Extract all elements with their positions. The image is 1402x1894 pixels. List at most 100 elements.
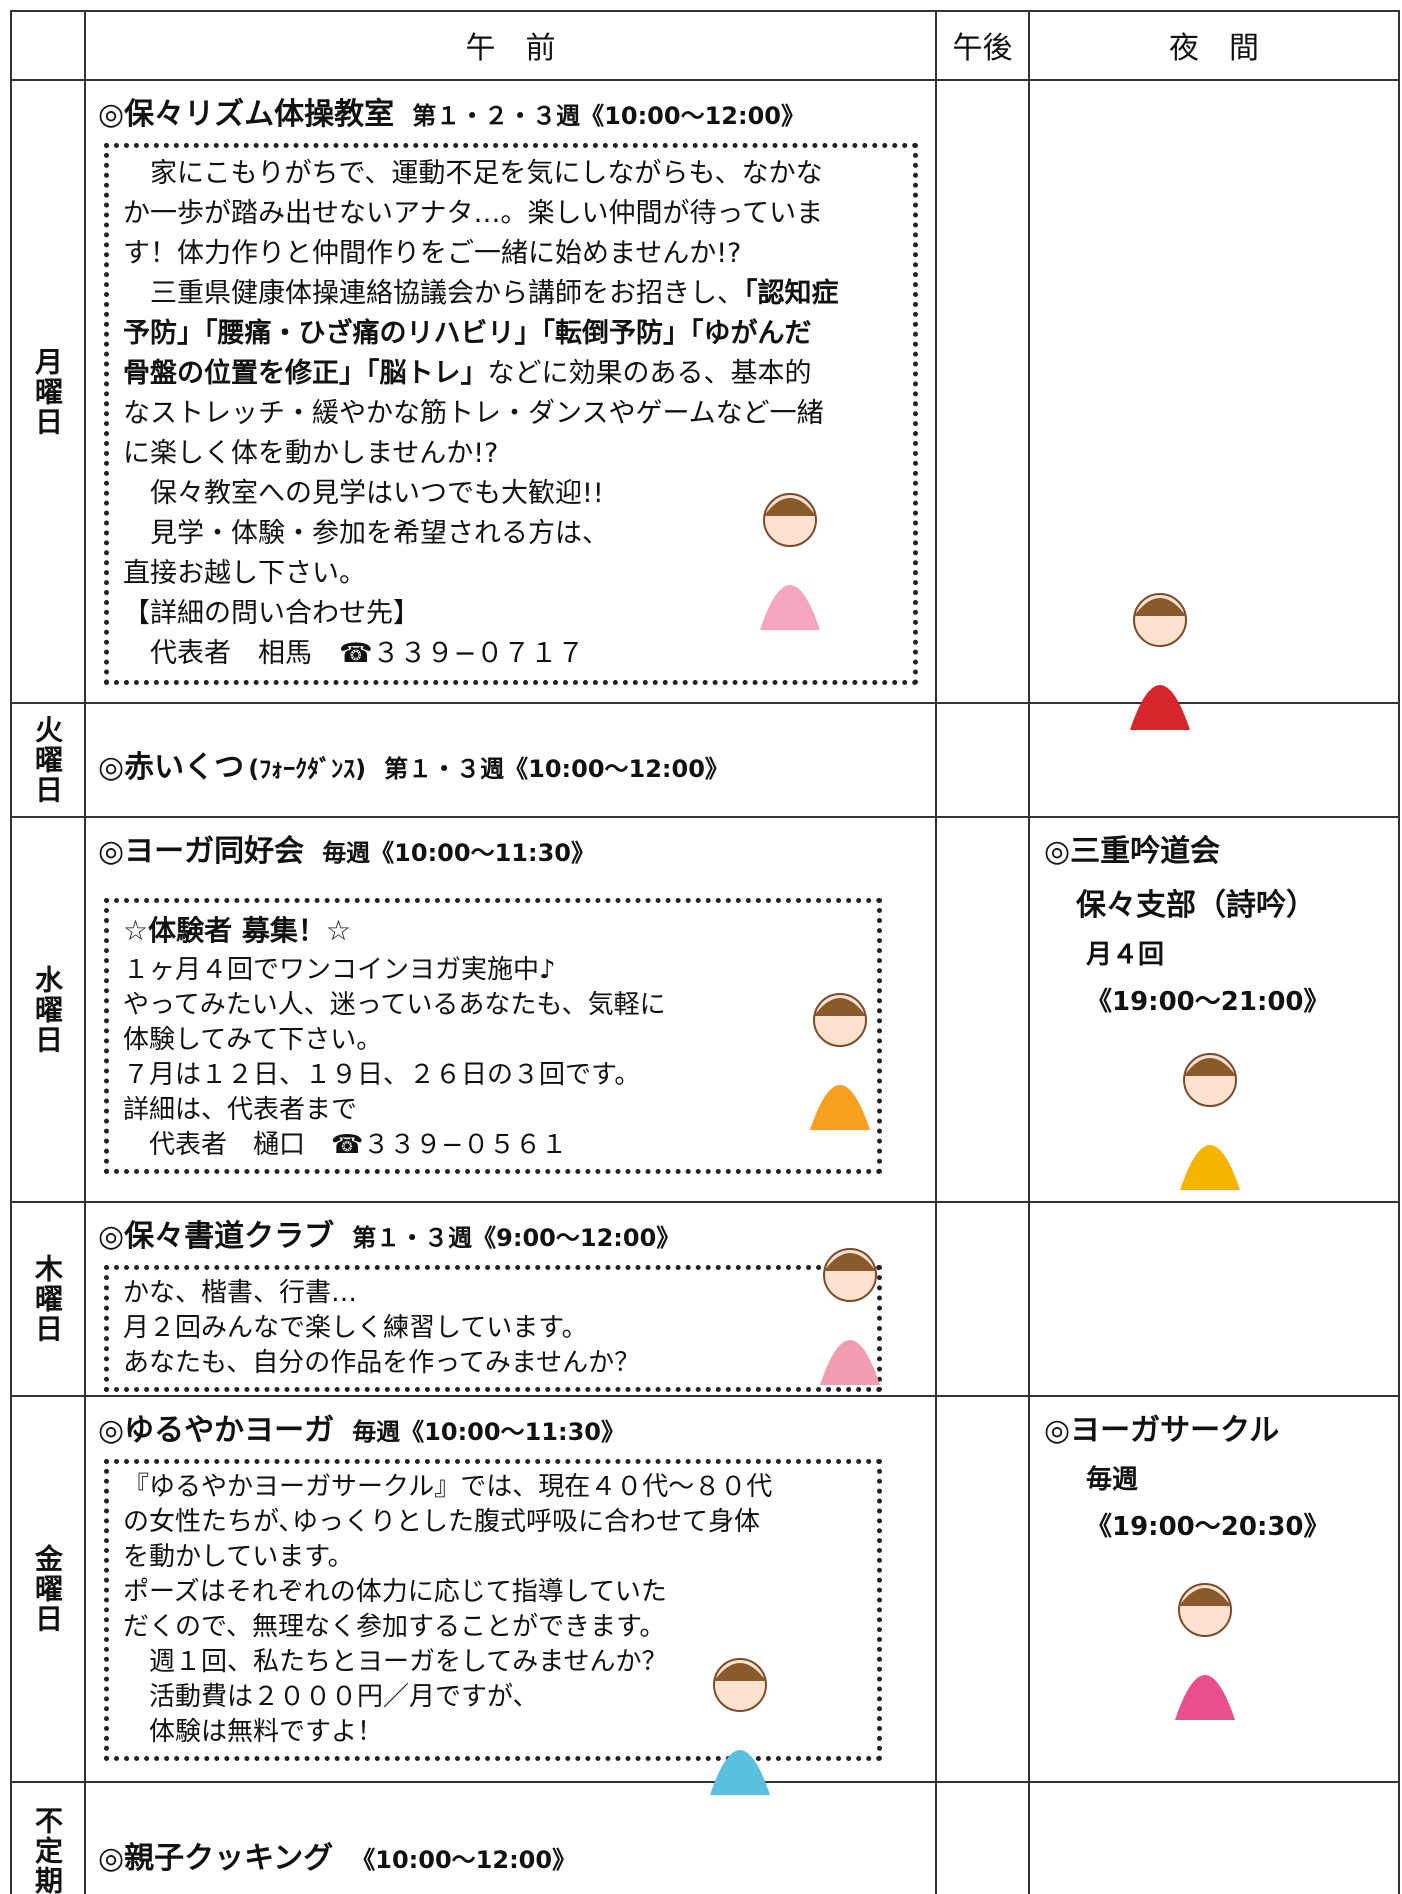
- info-box: 『ゆるやかヨーガサークル』では、現在４０代〜８０代 の女性たちが､ゆっくりとした腹…: [104, 1459, 882, 1761]
- text-run: 直接お越し下さい。: [123, 558, 366, 589]
- pm-cell: [937, 818, 1030, 1203]
- text-run: 三重県健康体操連絡協議会から講師をお招きし、: [123, 278, 744, 309]
- illustration: [820, 1248, 880, 1385]
- am-cell: ◎ゆるやかヨーガ 毎週《10:00〜11:30》 『ゆるやかヨーガサークル』では、現…: [86, 1397, 937, 1783]
- text-run: だくので、無理なく参加することができます。: [123, 1612, 666, 1642]
- night-line: 毎週: [1086, 1465, 1139, 1495]
- am-cell: ◎親子クッキング 《10:00〜12:00》: [86, 1783, 937, 1894]
- text-run: 代表者 樋口 ☎３３９−０５６１: [123, 1130, 568, 1160]
- text-run: か一歩が踏み出せないアナタ…。楽しい仲間が待っていま: [123, 198, 824, 229]
- text-line: 予防」「腰痛・ひざ痛のリハビリ」「転倒予防」「ゆがんだ: [123, 314, 899, 354]
- pm-cell: [937, 1397, 1030, 1783]
- pm-cell: [937, 704, 1030, 818]
- activity-schedule: 第１・２・３週《10:00〜12:00》: [412, 102, 805, 130]
- night-cell: ◎三重吟道会 保々支部（詩吟） 月４回 《19:00〜21:00》: [1030, 818, 1400, 1203]
- text-line: を動かしています。: [123, 1540, 863, 1575]
- activity-schedule: 毎週《10:00〜11:30》: [322, 839, 595, 867]
- info-box: かな、楷書、行書… 月２回みんなで楽しく練習しています。 あなたも、自分の作品を作っ…: [104, 1265, 882, 1392]
- text-run: などに効果のある、基本的: [487, 358, 812, 389]
- day-label: 木曜日: [31, 1254, 64, 1344]
- text-run: 月２回みんなで楽しく練習しています。: [123, 1313, 588, 1343]
- text-line: だくので、無理なく参加することができます。: [123, 1610, 863, 1645]
- night-cell: [1030, 81, 1400, 704]
- box-heading: ☆体験者 募集！☆: [123, 914, 351, 947]
- text-line: 体験は無料ですよ！: [123, 1715, 863, 1750]
- am-cell: ◎保々リズム体操教室 第１・２・３週《10:00〜12:00》 家にこもりがちで、…: [86, 81, 937, 704]
- day-label: 火曜日: [31, 715, 64, 805]
- text-line: 活動費は２０００円／月ですが、: [123, 1680, 863, 1715]
- text-run: １ヶ月４回でワンコインヨガ実施中♪: [123, 955, 556, 985]
- pm-cell: [937, 81, 1030, 704]
- night-cell: [1030, 704, 1400, 818]
- bold-run: 「認知症: [744, 278, 839, 309]
- am-cell: ◎ヨーガ同好会 毎週《10:00〜11:30》 ☆体験者 募集！☆ １ヶ月４回でワンコ…: [86, 818, 937, 1203]
- night-line: 《19:00〜20:30》: [1086, 1512, 1330, 1542]
- day-cell: 金曜日: [10, 1397, 86, 1783]
- text-line: 体験してみて下さい。: [123, 1023, 863, 1058]
- text-line: １ヶ月４回でワンコインヨガ実施中♪: [123, 953, 863, 988]
- header-corner: [10, 10, 86, 81]
- table-frame: [10, 10, 1400, 1894]
- text-line: 三重県健康体操連絡協議会から講師をお招きし、「認知症: [123, 274, 899, 314]
- am-cell: ◎保々書道クラブ 第１・３週《9:00〜12:00》かな、楷書、行書… 月２回みんな…: [86, 1203, 937, 1397]
- activity-title: ◎赤いくつ (ﾌｫｰｸﾀﾞﾝｽ) 第１・３週《10:00〜12:00》: [98, 742, 729, 786]
- text-line: 『ゆるやかヨーガサークル』では、現在４０代〜８０代: [123, 1470, 863, 1505]
- text-run: なストレッチ・緩やかな筋トレ・ダンスやゲームなど一緒: [123, 398, 824, 429]
- day-cell: 火曜日: [10, 704, 86, 818]
- header-cell: 午 前: [86, 10, 937, 81]
- activity-name: ◎保々リズム体操教室: [98, 97, 395, 132]
- activity-schedule: 第１・３週《9:00〜12:00》: [352, 1224, 681, 1252]
- text-line: の女性たちが､ゆっくりとした腹式呼吸に合わせて身体: [123, 1505, 863, 1540]
- text-run: 体験してみて下さい。: [123, 1025, 383, 1055]
- pm-cell: [937, 1203, 1030, 1397]
- text-run: に楽しく体を動かしませんか!?: [123, 438, 499, 469]
- text-run: ７月は１２日、１９日、２６日の３回です。: [123, 1060, 641, 1090]
- text-run: 【詳細の問い合わせ先】: [123, 598, 420, 629]
- text-run: の女性たちが､ゆっくりとした腹式呼吸に合わせて身体: [123, 1507, 761, 1537]
- activity-schedule: 《10:00〜12:00》: [351, 1845, 577, 1874]
- illustration: [810, 993, 870, 1130]
- day-label: 不定期: [31, 1805, 64, 1894]
- text-run: す！体力作りと仲間作りをご一緒に始めませんか!?: [123, 238, 742, 269]
- text-line: ７月は１２日、１９日、２６日の３回です。: [123, 1058, 863, 1093]
- bold-run: 予防」「腰痛・ひざ痛のリハビリ」「転倒予防」「ゆがんだ: [123, 318, 812, 349]
- activity-name: ◎親子クッキング: [98, 1840, 334, 1876]
- text-line: か一歩が踏み出せないアナタ…。楽しい仲間が待っていま: [123, 194, 899, 234]
- day-cell: 水曜日: [10, 818, 86, 1203]
- header-cell: 午後: [937, 10, 1030, 81]
- day-label: 水曜日: [31, 964, 64, 1055]
- illustration: [760, 493, 820, 630]
- day-cell: 木曜日: [10, 1203, 86, 1397]
- pm-cell: [937, 1783, 1030, 1894]
- text-run: ポーズはそれぞれの体力に応じて指導していた: [123, 1577, 667, 1607]
- activity-title: ◎保々リズム体操教室 第１・２・３週《10:00〜12:00》: [98, 89, 935, 133]
- text-run: 『ゆるやかヨーガサークル』では、現在４０代〜８０代: [123, 1472, 773, 1502]
- day-label: 月曜日: [31, 346, 64, 437]
- activity-note: (ﾌｫｰｸﾀﾞﾝｽ): [248, 755, 367, 783]
- illustration: [1130, 593, 1190, 730]
- night-line: ◎三重吟道会: [1044, 834, 1221, 869]
- text-line: 家にこもりがちで、運動不足を気にしながらも、なかな: [123, 154, 899, 194]
- activity-title: ◎ヨーガ同好会 毎週《10:00〜11:30》: [98, 826, 935, 870]
- activity-schedule: 第１・３週《10:00〜12:00》: [384, 755, 729, 783]
- text-run: 活動費は２０００円／月ですが、: [123, 1682, 539, 1712]
- illustration: [1180, 1053, 1240, 1190]
- activity-name: ◎赤いくつ: [98, 750, 245, 785]
- text-run: かな、楷書、行書…: [123, 1278, 358, 1308]
- text-run: を動かしています。: [123, 1542, 354, 1572]
- text-run: 体験は無料ですよ！: [123, 1717, 384, 1747]
- text-line: 週１回、私たちとヨーガをしてみませんか？: [123, 1645, 863, 1680]
- night-line: 保々支部（詩吟）: [1076, 888, 1316, 923]
- text-line: やってみたい人、迷っているあなたも、気軽に: [123, 988, 863, 1023]
- info-box: ☆体験者 募集！☆ １ヶ月４回でワンコインヨガ実施中♪ やってみたい人、迷っているあ…: [104, 898, 882, 1174]
- night-line: ◎ヨーガサークル: [1044, 1413, 1280, 1448]
- text-line: 保々教室への見学はいつでも大歓迎!!: [123, 474, 899, 514]
- activity-name: ◎保々書道クラブ: [98, 1219, 335, 1254]
- text-line: 【詳細の問い合わせ先】: [123, 594, 899, 634]
- header-pm: 午後: [952, 30, 1013, 66]
- text-line: す！体力作りと仲間作りをご一緒に始めませんか!?: [123, 234, 899, 274]
- illustration: [1175, 1583, 1235, 1720]
- text-line: なストレッチ・緩やかな筋トレ・ダンスやゲームなど一緒: [123, 394, 899, 434]
- activity-name: ◎ヨーガ同好会: [98, 834, 305, 869]
- text-line: に楽しく体を動かしませんか!?: [123, 434, 899, 474]
